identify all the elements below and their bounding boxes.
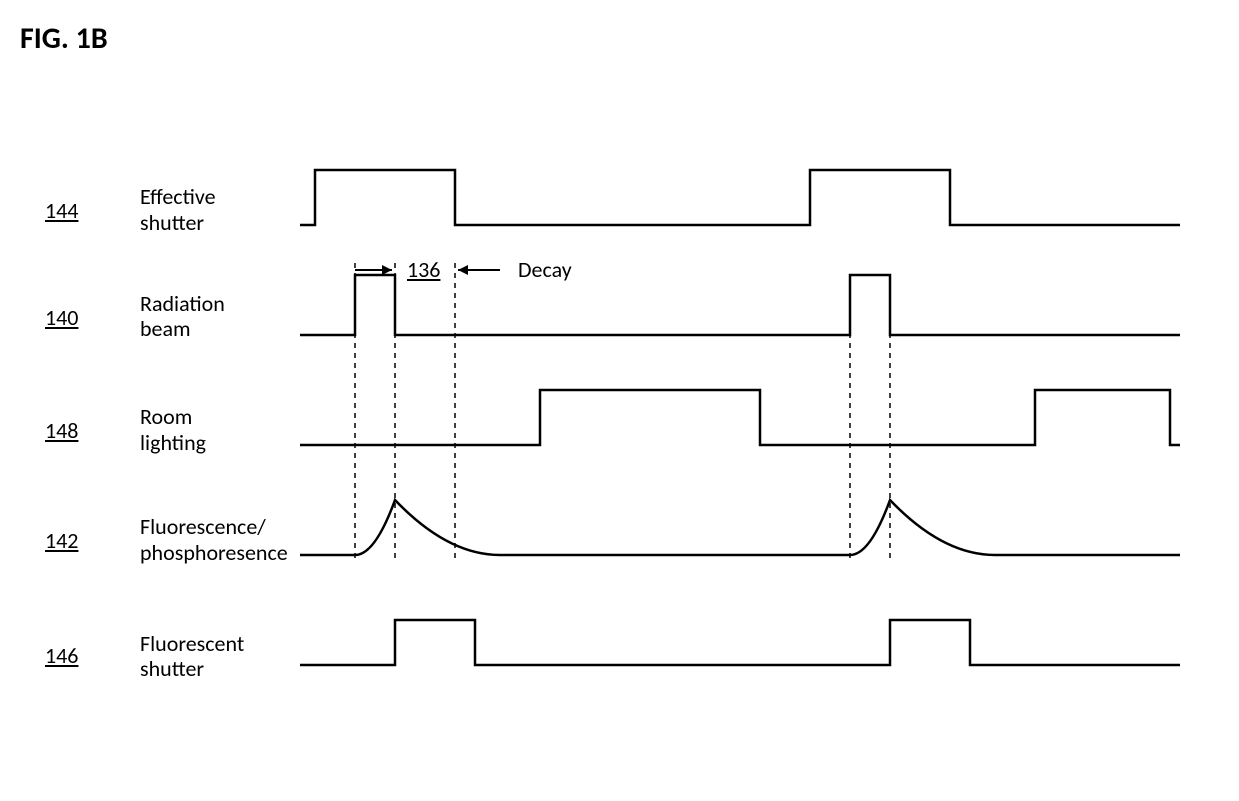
row-label-148: Room lighting [140, 404, 206, 455]
ref-num-144: 144 [45, 197, 78, 224]
decay-label: Decay [518, 256, 572, 283]
row-label-140: Radiation beam [140, 291, 225, 342]
figure-title: FIG. 1B [20, 20, 108, 57]
ref-num-148: 148 [45, 417, 78, 444]
waveform-path-144 [300, 170, 1180, 225]
row-label-144: Effective shutter [140, 184, 216, 235]
waveform-path-148 [300, 390, 1180, 445]
row-label-146: Fluorescent shutter [140, 631, 244, 682]
waveform-148 [300, 385, 1180, 460]
ref-num-146: 146 [45, 642, 78, 669]
row-label-142: Fluorescence/ phosphoresence [140, 514, 288, 565]
waveform-144 [300, 165, 1180, 240]
waveform-path-140 [300, 275, 1180, 335]
ref-num-140: 140 [45, 304, 78, 331]
waveform-146 [300, 615, 1180, 680]
ref-num-142: 142 [45, 527, 78, 554]
waveform-142 [300, 495, 1180, 570]
dim-label-136: 136 [407, 256, 440, 283]
waveform-path-142 [300, 500, 1180, 555]
waveform-path-146 [300, 620, 1180, 665]
